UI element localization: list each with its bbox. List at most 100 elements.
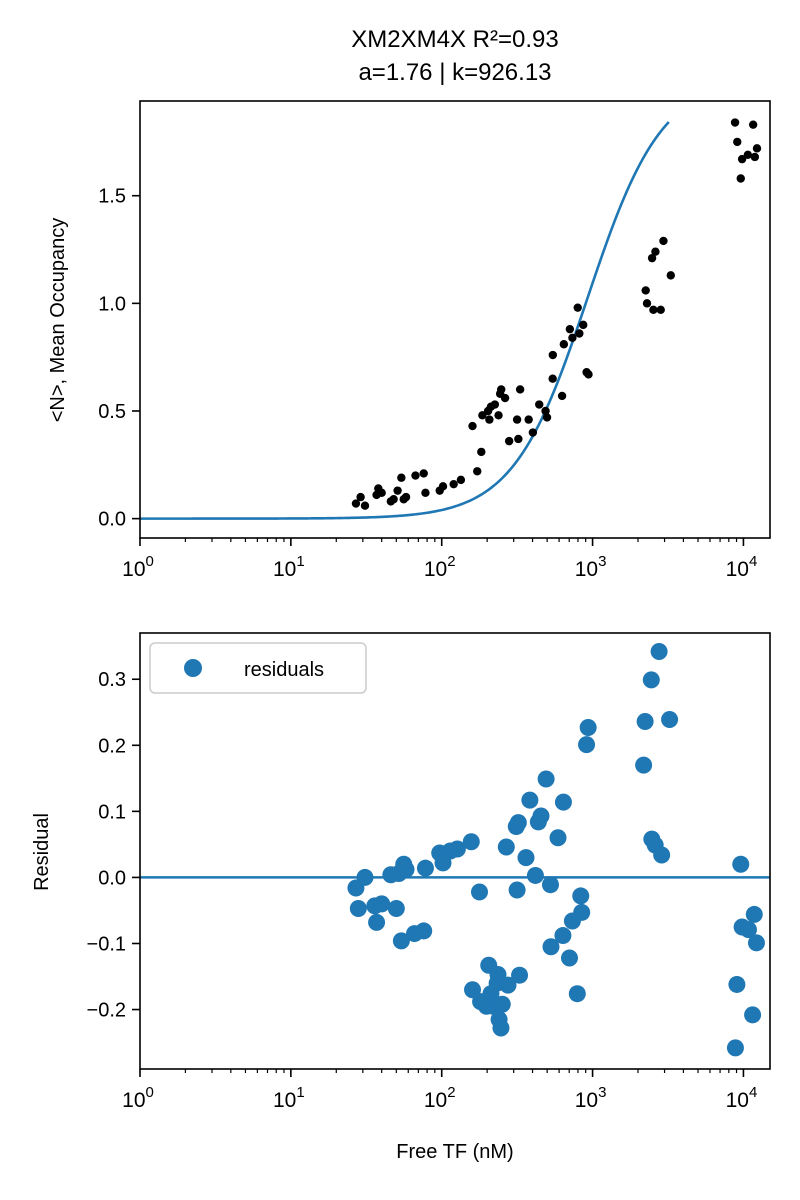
legend-box: [149, 642, 367, 694]
residual-point: [568, 985, 586, 1003]
data-point: [411, 471, 420, 480]
residual-point: [732, 855, 750, 873]
data-point: [351, 499, 361, 508]
fit-line: [140, 121, 670, 520]
residual-point: [541, 876, 559, 894]
data-point: [528, 428, 538, 437]
plot-frame: [139, 100, 771, 539]
residual-point: [387, 899, 405, 917]
y-tick-label: 0.5: [98, 401, 126, 423]
occupancy-plot: XM2XM4X R²=0.93 a=1.76 | k=926.13 <N>, M…: [47, 26, 771, 581]
residual-point: [392, 932, 410, 950]
residual-point: [636, 713, 654, 731]
residual-point: [397, 860, 415, 878]
residual-point: [448, 840, 466, 858]
residual-point: [747, 934, 765, 952]
x-tick-label: 100: [122, 553, 154, 581]
residual-point: [489, 966, 507, 984]
data-point: [456, 475, 466, 485]
residual-point: [509, 814, 527, 832]
data-point: [559, 340, 569, 349]
x-axis-label: Free TF (nM): [396, 1141, 513, 1163]
data-point: [421, 488, 430, 497]
data-point: [642, 299, 652, 308]
legend-label: residuals: [244, 659, 324, 681]
data-point: [449, 479, 458, 489]
residual-point: [511, 966, 529, 984]
data-point: [477, 447, 486, 457]
residual-point: [517, 849, 535, 867]
data-point: [401, 492, 411, 502]
residual-point: [356, 868, 374, 886]
legend-marker: [184, 659, 202, 677]
data-point: [542, 413, 552, 422]
data-point: [356, 492, 365, 502]
residual-point: [537, 770, 555, 788]
data-point: [656, 305, 665, 315]
residual-point: [462, 833, 480, 851]
y-tick-label: −0.2: [87, 1000, 126, 1022]
data-point: [397, 473, 406, 482]
data-point: [497, 385, 506, 394]
data-point: [575, 329, 584, 338]
data-point: [393, 486, 402, 495]
residual-point: [373, 895, 391, 913]
y-tick-label: 0.3: [98, 669, 126, 691]
residual-point: [542, 938, 560, 956]
residual-point: [642, 671, 660, 689]
data-point: [490, 400, 500, 409]
data-point: [512, 415, 522, 424]
title-line-2: a=1.76 | k=926.13: [358, 59, 551, 86]
data-point: [478, 411, 487, 420]
residual-point: [744, 1006, 762, 1024]
residual-point: [728, 975, 746, 993]
data-point: [541, 406, 550, 416]
data-point: [377, 488, 386, 497]
residual-point: [499, 976, 517, 994]
y-tick-label: −0.1: [87, 933, 126, 955]
axes: 100 101 102 103 104 0.0 0.5 1.0 1.5: [98, 100, 771, 581]
y-tick-label: 0.2: [98, 735, 126, 757]
data-point: [584, 370, 593, 379]
y-axis-label: Residual: [31, 813, 53, 891]
data-point: [568, 333, 577, 342]
data-point: [659, 236, 668, 246]
data-point: [647, 253, 657, 263]
residual-point: [521, 791, 539, 809]
data-point: [649, 305, 658, 315]
residual-point: [661, 711, 679, 729]
legend: residuals: [149, 642, 367, 694]
title-line-1: XM2XM4X R²=0.93: [351, 26, 558, 53]
data-point: [514, 434, 523, 444]
residual-point: [349, 899, 367, 917]
residual-point: [415, 922, 433, 940]
data-point: [737, 154, 747, 164]
residual-point: [464, 981, 482, 999]
x-tick-label: 101: [273, 553, 305, 581]
residual-point: [549, 829, 567, 847]
data-point: [504, 436, 514, 446]
residual-point: [650, 642, 668, 660]
y-tick-label: 0.0: [98, 509, 126, 531]
data-point: [736, 174, 745, 183]
residual-point: [554, 793, 572, 811]
data-point: [565, 324, 575, 334]
data-point: [666, 271, 675, 280]
data-points: [351, 118, 762, 510]
x-tick-label: 100: [122, 1084, 154, 1112]
residual-point: [635, 756, 653, 774]
residual-point: [739, 921, 757, 939]
data-point: [468, 421, 477, 431]
data-point: [651, 247, 660, 256]
data-point: [752, 144, 762, 153]
data-point: [641, 286, 650, 295]
x-tick-label: 104: [726, 553, 758, 581]
fit-curve: [140, 121, 670, 520]
y-tick-label: 1.0: [98, 293, 126, 315]
x-tick-label: 103: [575, 1084, 607, 1112]
residual-points: [347, 642, 765, 1057]
x-tick-label: 102: [424, 1084, 456, 1112]
y-tick-label: 1.5: [98, 186, 126, 208]
residual-point: [416, 859, 434, 877]
